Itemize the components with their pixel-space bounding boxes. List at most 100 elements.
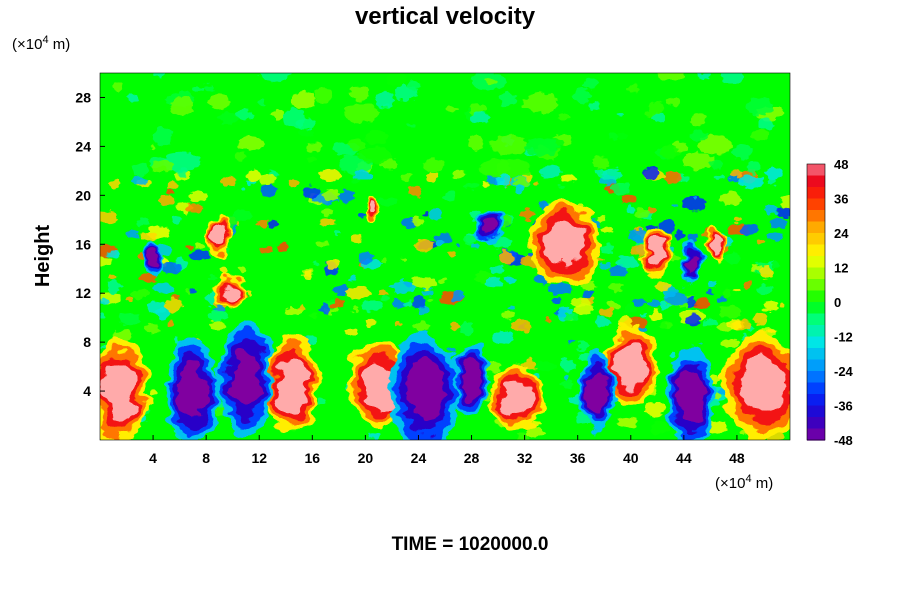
field-cell (746, 161, 761, 174)
field-cell (152, 126, 174, 147)
field-cell (516, 433, 530, 440)
field-cell (766, 232, 784, 241)
field-cell (401, 173, 412, 181)
field-cell (573, 88, 591, 105)
field-cell (100, 298, 109, 305)
x-axis-unit: (×104 m) (715, 473, 773, 492)
x-tick-label: 24 (411, 450, 427, 466)
field-cell (401, 257, 407, 262)
field-cell (443, 191, 456, 202)
field-cell (358, 251, 374, 265)
downdraft-cell (231, 348, 261, 410)
field-cell (635, 208, 649, 220)
field-cell (707, 280, 717, 287)
field-cell (704, 420, 729, 433)
field-cell (338, 189, 356, 203)
updraft-cell (545, 222, 584, 267)
field-cell (185, 245, 193, 251)
field-cell (313, 87, 333, 103)
field-cell (652, 111, 665, 122)
field-cell (351, 234, 361, 244)
field-cell (763, 300, 778, 312)
field-cell (328, 259, 339, 270)
colorbar-swatch (807, 244, 825, 257)
colorbar-swatch (807, 325, 825, 338)
field-cell (313, 260, 319, 265)
convective-cells (100, 194, 790, 440)
field-cell (171, 96, 194, 117)
field-cell (693, 197, 698, 202)
field-cell (344, 103, 379, 123)
field-cell (316, 240, 330, 248)
field-cell (550, 297, 562, 305)
y-axis-unit: (×104 m) (12, 34, 70, 53)
field-cell (455, 242, 461, 247)
field-cell (174, 337, 179, 342)
field-cell (536, 360, 557, 372)
field-cell (559, 380, 575, 389)
field-cell (627, 84, 640, 93)
field-cell (651, 421, 670, 435)
field-cell (545, 318, 552, 323)
field-cell (118, 312, 140, 326)
field-cell (663, 172, 682, 184)
field-cell (471, 111, 489, 124)
field-cell (453, 169, 467, 179)
field-cell (686, 314, 701, 327)
field-cell (319, 303, 332, 314)
y-axis-label: Height (32, 225, 54, 288)
field-cell (126, 229, 140, 237)
field-cell (100, 314, 105, 319)
field-cell (511, 319, 530, 333)
field-cell (165, 298, 183, 313)
field-cell (560, 358, 576, 373)
updraft-cell (278, 358, 307, 412)
field-cell (765, 166, 783, 181)
field-cell (557, 112, 570, 120)
field-cell (435, 240, 445, 246)
field-cell (426, 173, 439, 182)
updraft-cell (616, 344, 646, 389)
field-cell (523, 92, 559, 113)
field-cell (258, 73, 291, 82)
field-cell (695, 298, 711, 309)
field-cell (753, 312, 768, 326)
field-cell (208, 93, 230, 110)
field-cell (772, 261, 780, 269)
field-cell (303, 270, 314, 281)
plot-frame (99, 72, 791, 441)
field-cell (732, 143, 752, 160)
field-cell (647, 205, 657, 216)
field-cell (721, 289, 732, 297)
field-cell (407, 80, 422, 91)
field-cell (152, 160, 175, 172)
field-cell (158, 195, 174, 206)
field-cell (260, 173, 276, 186)
field-cell (146, 300, 167, 314)
field-cell (145, 323, 160, 333)
updraft-cell (741, 356, 786, 414)
field-cell (485, 77, 498, 86)
field-cell (467, 135, 484, 151)
time-label: TIME = 1020000.0 (392, 534, 549, 555)
field-cell (485, 278, 503, 288)
updraft-cell (367, 200, 377, 215)
field-cell (258, 98, 266, 105)
field-cell (703, 319, 719, 328)
field-cell (172, 215, 182, 224)
field-cell (153, 73, 164, 77)
field-cell (616, 416, 638, 429)
field-cell (607, 301, 619, 310)
field-cell (125, 296, 133, 303)
field-cell (556, 183, 565, 188)
field-cell (270, 110, 285, 119)
field-cell (321, 188, 340, 201)
y-tick-label: 20 (75, 187, 91, 203)
field-cell (185, 289, 191, 294)
field-cell (770, 217, 787, 230)
field-cell (645, 111, 655, 118)
downdraft-cell (406, 360, 445, 422)
field-cell (308, 313, 318, 320)
x-tick-label: 48 (729, 450, 745, 466)
